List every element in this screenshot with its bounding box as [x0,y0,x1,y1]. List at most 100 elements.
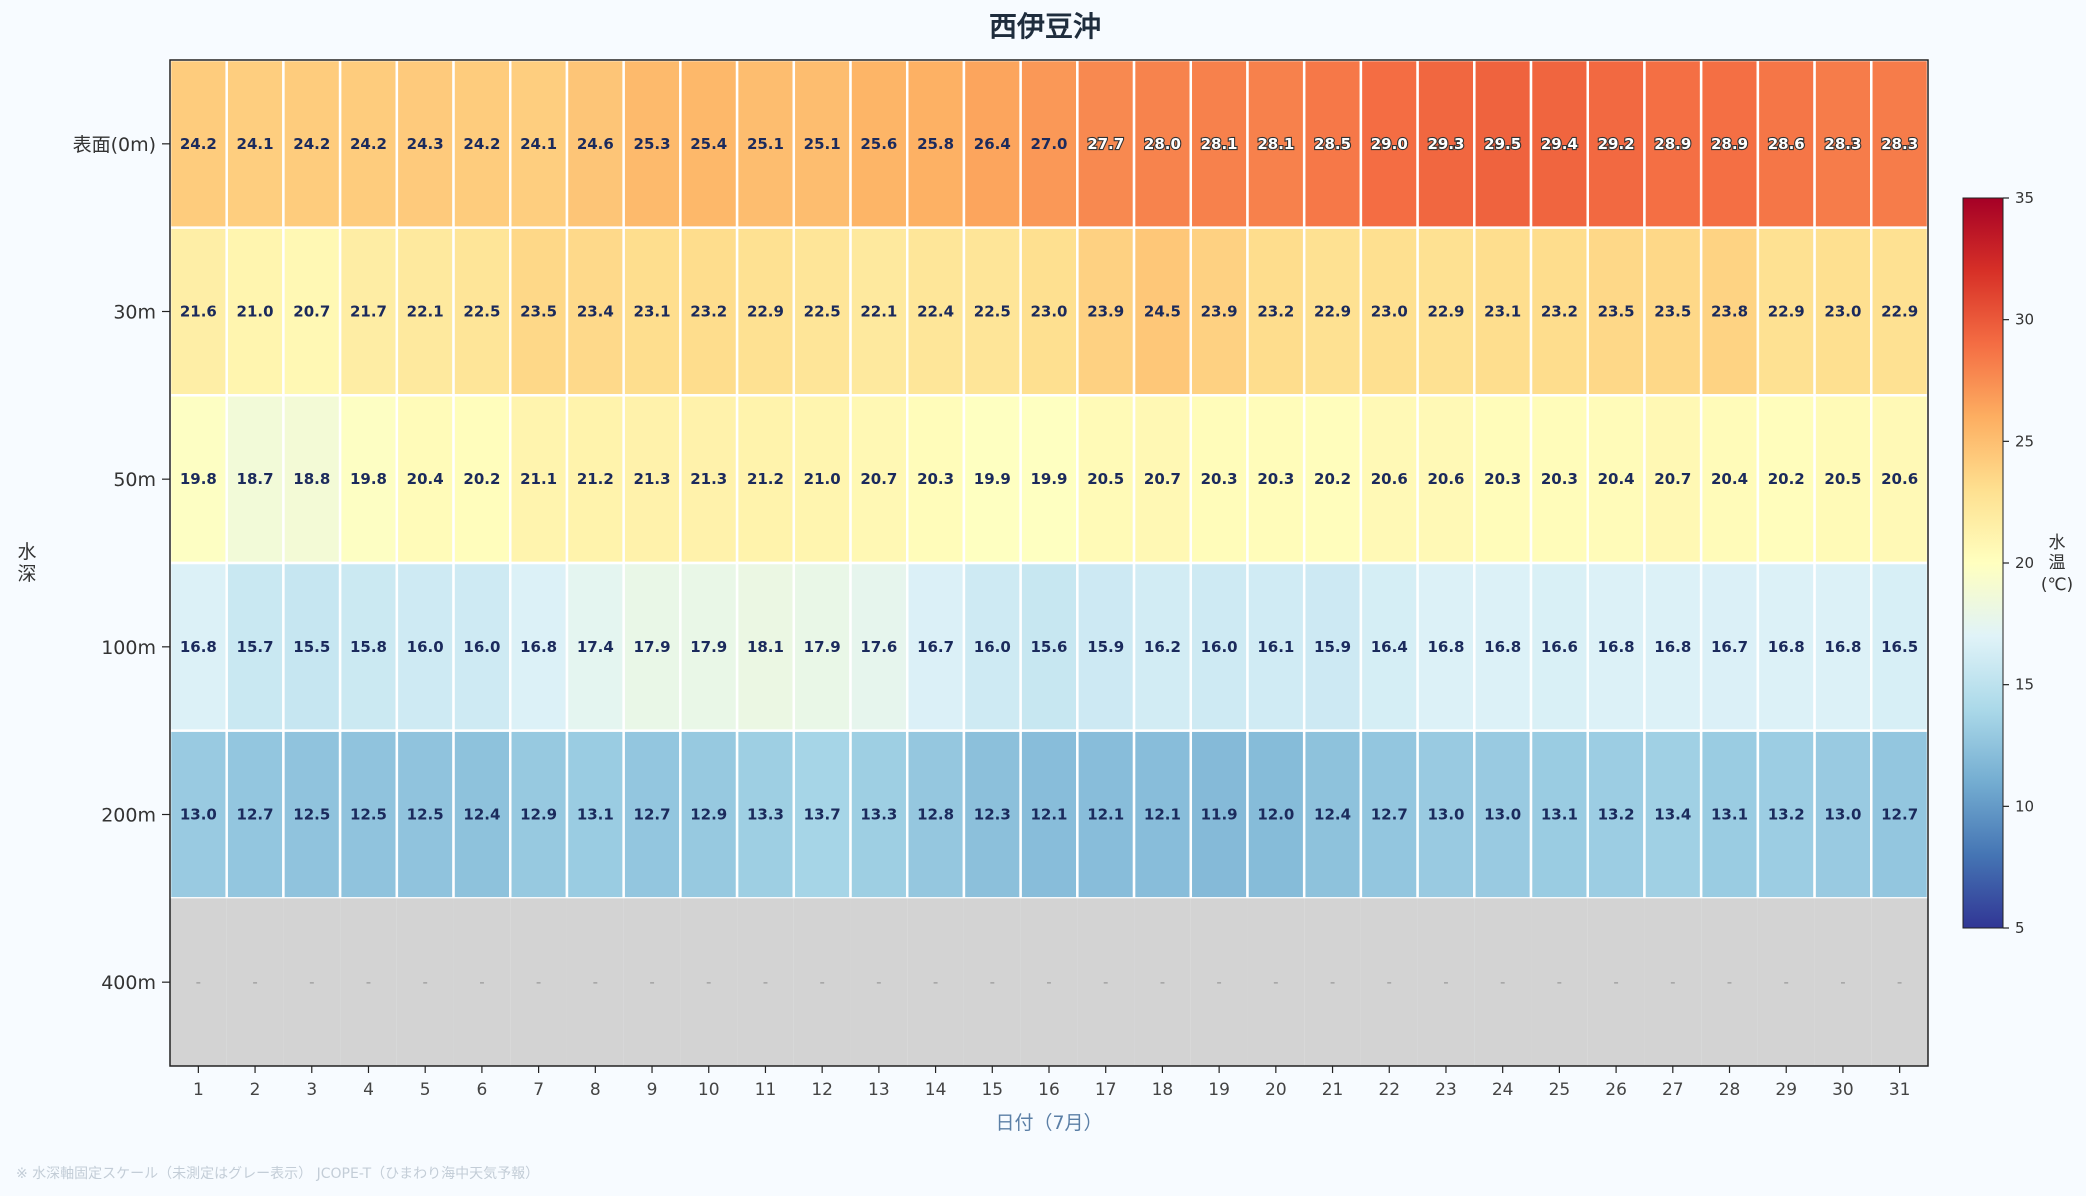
heatmap-cell [905,394,966,565]
heatmap-cell [452,561,512,732]
heatmap-cell [1756,561,1816,732]
cell-value-label: 12.5 [293,806,330,824]
colorbar-tick-label: 10 [2015,797,2034,815]
cell-value-label: 28.3 [1824,135,1861,153]
cell-value-label: 20.2 [1314,470,1351,488]
colorbar-label-char: 温 [2049,553,2066,573]
heatmap-cell [1416,58,1476,229]
cell-value-label: - [1103,973,1108,991]
cell-value-label: 24.1 [520,135,557,153]
cell-value-label: 20.7 [293,303,330,321]
cell-value-label: 20.4 [1711,470,1748,488]
heatmap-cell [1359,561,1419,732]
heatmap-cell [1189,729,1249,900]
x-tick-label: 5 [420,1080,431,1100]
cell-value-label: 21.2 [747,470,784,488]
cell-value-label: - [1160,973,1165,991]
x-tick-label: 13 [868,1080,890,1100]
x-tick-label: 11 [755,1080,777,1100]
heatmap-cell [395,729,455,900]
cell-value-label: - [1046,973,1051,991]
cell-value-label: 16.0 [407,638,444,656]
x-tick-label: 26 [1605,1080,1627,1100]
heatmap-cell [1756,58,1816,229]
chart-title: 西伊豆沖 [989,10,1101,43]
heatmap-cell [623,898,681,1066]
y-tick-label: 30m [113,302,156,324]
heatmap-cell [338,394,399,565]
cell-value-label: 29.5 [1484,135,1521,153]
x-tick-label: 4 [363,1080,374,1100]
cell-value-label: 28.1 [1257,135,1294,153]
cell-value-label: - [1613,973,1618,991]
cell-value-label: 19.8 [180,470,217,488]
cell-value-label: 12.9 [520,806,557,824]
heatmap-cell [1870,729,1930,900]
heatmap-cell [679,561,739,732]
colorbar-tick-label: 30 [2015,311,2034,329]
cell-value-label: - [1216,973,1221,991]
cell-value-label: 23.1 [1484,303,1521,321]
cell-value-label: 17.9 [634,638,671,656]
cell-value-label: 16.8 [1484,638,1521,656]
heatmap-cell [1473,729,1533,900]
x-tick-label: 29 [1775,1080,1797,1100]
heatmap-cell [225,394,285,565]
heatmap-cell [395,394,455,565]
cell-value-label: 21.2 [577,470,614,488]
heatmap-cell [1586,561,1646,732]
x-tick-label: 27 [1662,1080,1684,1100]
x-tick-label: 7 [533,1080,544,1100]
heatmap-cell [1189,58,1249,229]
cell-value-label: 15.8 [350,638,387,656]
heatmap-cells [168,58,1930,1066]
cell-value-label: - [990,973,995,991]
heatmap-cell [1814,898,1872,1066]
heatmap-cell [1416,729,1476,900]
heatmap-cell [1019,226,1079,397]
cell-value-label: 12.9 [690,806,727,824]
cell-value-label: 23.0 [1371,303,1408,321]
cell-value-label: 22.9 [1768,303,1805,321]
cell-value-label: 27.0 [1030,135,1067,153]
colorbar-tick-label: 20 [2015,554,2034,572]
colorbar: 5 10 15 20 25 30 35 水温(℃) [1962,189,2073,937]
cell-value-label: 24.1 [237,135,274,153]
cell-value-label: 12.4 [463,806,500,824]
cell-value-label: 20.4 [407,470,444,488]
cell-value-label: 21.3 [690,470,727,488]
colorbar-ticks: 5 10 15 20 25 30 35 [2003,189,2034,937]
cell-value-label: 22.5 [974,303,1011,321]
cell-value-label: 20.2 [1768,470,1805,488]
cell-value-label: 18.8 [293,470,330,488]
heatmap-cell [226,898,284,1066]
cell-value-label: 13.2 [1598,806,1635,824]
heatmap-cell [1132,226,1193,397]
cell-value-label: - [252,973,257,991]
cell-value-label: 17.9 [690,638,727,656]
heatmap-cell [1189,561,1249,732]
heatmap-cell [509,394,569,565]
colorbar-label: 水温(℃) [2041,533,2073,595]
x-axis: 1 2 3 4 5 6 7 8 9 10 11 12 13 14 15 16 17 18 19 20 21 22 23 24 2… [193,1066,1910,1100]
cell-value-label: 13.2 [1768,806,1805,824]
cell-value-label: - [763,973,768,991]
cell-value-label: 17.4 [577,638,614,656]
heatmap-cell [1246,58,1306,229]
cell-value-label: 15.9 [1087,638,1124,656]
heatmap-cell [1529,394,1589,565]
cell-value-label: 16.4 [1371,638,1408,656]
heatmap-cell [849,394,909,565]
x-tick-label: 20 [1265,1080,1287,1100]
y-axis-label: 水深 [17,541,36,585]
heatmap-cell [225,561,285,732]
heatmap-cell [735,394,796,565]
heatmap-cell [1247,898,1305,1066]
cell-value-label: - [1387,973,1392,991]
cell-value-label: 22.1 [860,303,897,321]
cell-value-label: - [1443,973,1448,991]
heatmap-cell [962,226,1022,397]
cell-value-label: 26.4 [974,135,1011,153]
colorbar-tick-label: 25 [2015,432,2034,450]
cell-value-label: 15.9 [1314,638,1351,656]
